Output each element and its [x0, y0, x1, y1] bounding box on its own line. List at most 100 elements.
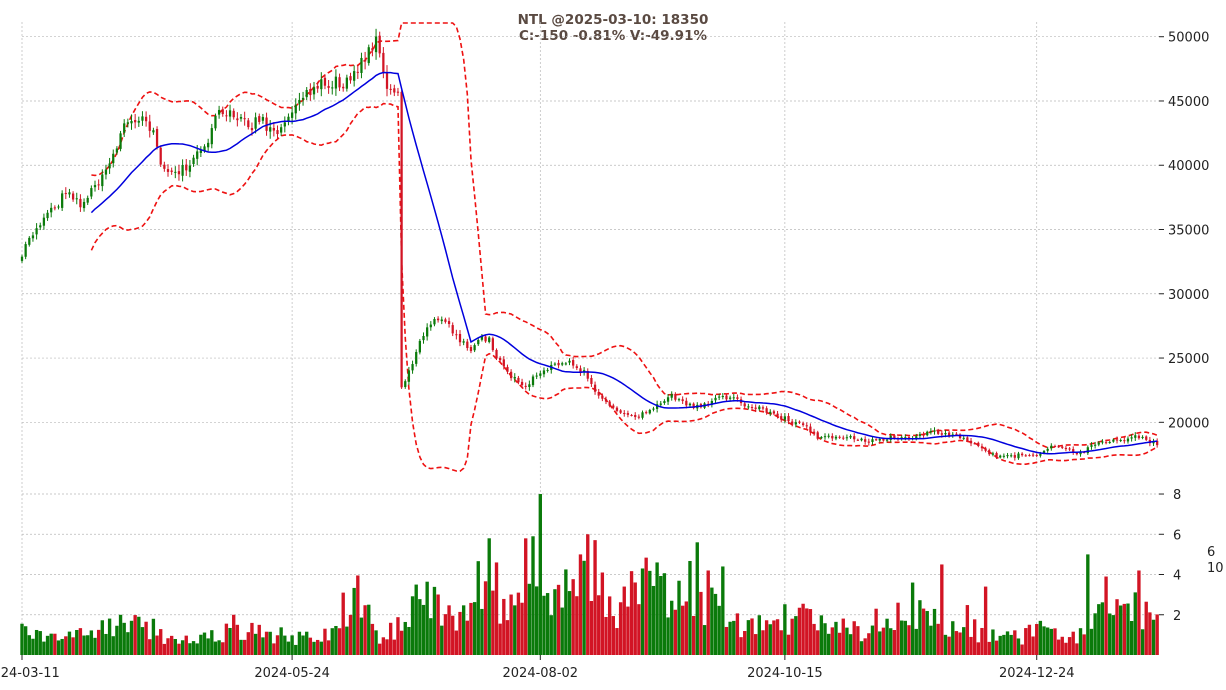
- candle-body: [440, 319, 443, 322]
- moving-average-line: [90, 71, 1158, 455]
- candle-body: [363, 59, 367, 62]
- volume-bar: [943, 634, 948, 655]
- candle-body: [776, 413, 779, 416]
- volume-bar: [564, 569, 568, 655]
- volume-bar: [1148, 612, 1152, 655]
- volume-bar: [980, 627, 984, 655]
- candle-body: [488, 337, 491, 342]
- axes: 20000 25000 30000 35000 40000 45000 50000 2 4 6 8 1…: [0, 31, 1224, 681]
- candle-body: [1079, 452, 1082, 455]
- volume-bar: [305, 631, 309, 655]
- volume-bar: [491, 590, 495, 655]
- volume-bar: [392, 639, 396, 655]
- candle-body: [710, 400, 713, 405]
- volume-bar: [688, 560, 692, 655]
- candle-body: [393, 88, 396, 93]
- candle-body: [612, 405, 615, 408]
- candle-body: [878, 439, 881, 441]
- candle-body: [371, 48, 374, 51]
- volume-bar: [221, 642, 225, 655]
- candle-body: [1039, 453, 1042, 456]
- volume-bar: [122, 622, 126, 655]
- candle-body: [915, 436, 918, 439]
- volume-bar: [250, 622, 254, 655]
- candle-body: [535, 375, 538, 377]
- candle-body: [743, 403, 746, 407]
- candle-body: [659, 403, 662, 405]
- candle-body: [809, 426, 812, 433]
- volume-bar: [896, 602, 900, 655]
- candle-body: [787, 416, 790, 422]
- volume-bar: [1060, 636, 1064, 655]
- price-tick-label: 25000: [1168, 352, 1209, 367]
- candle-body: [484, 336, 487, 342]
- candle-body: [53, 207, 56, 209]
- candle-body: [1035, 455, 1038, 457]
- candle-body: [531, 376, 535, 386]
- candle-body: [1104, 442, 1108, 444]
- volume-bar: [356, 575, 360, 655]
- candle-body: [860, 438, 863, 441]
- volume-bar: [436, 594, 440, 655]
- candle-body: [1145, 436, 1148, 440]
- volume-bar: [611, 616, 615, 655]
- volume-bar: [432, 586, 437, 655]
- volume-bar: [553, 589, 557, 655]
- volume-bar: [724, 626, 729, 655]
- volume-bar: [195, 643, 199, 655]
- candle-body: [1068, 448, 1071, 450]
- candle-body: [1020, 453, 1024, 456]
- volume-bar: [859, 641, 864, 655]
- volume-bar: [586, 534, 590, 655]
- candle-body: [1097, 442, 1100, 445]
- volume-unit-exponent: 6: [1207, 545, 1215, 560]
- volume-bar: [440, 625, 444, 655]
- candle-body: [988, 450, 991, 455]
- volume-bar: [713, 593, 718, 655]
- candle-body: [46, 212, 49, 219]
- volume-bar: [677, 580, 681, 655]
- candle-body: [356, 71, 359, 73]
- candle-body: [360, 57, 363, 73]
- candle-body: [718, 396, 721, 398]
- candle-body: [991, 453, 995, 455]
- candle-body: [1061, 446, 1064, 448]
- volume-bar: [940, 564, 944, 655]
- candle-body: [831, 435, 834, 439]
- volume-bar: [721, 566, 725, 655]
- volume-bar: [385, 639, 389, 655]
- volume-bar: [805, 608, 809, 655]
- volume-bar: [1056, 639, 1061, 655]
- volume-bar: [1035, 624, 1039, 655]
- volume-bar: [651, 585, 656, 655]
- volume-bar: [929, 625, 933, 655]
- candle-body: [1126, 438, 1130, 442]
- volume-bar: [648, 570, 652, 655]
- volume-bar: [1108, 613, 1112, 655]
- volume-bar: [1038, 620, 1043, 655]
- candle-body: [765, 408, 768, 413]
- volume-bar: [1031, 636, 1035, 655]
- volume-bar: [137, 616, 141, 655]
- candle-body: [331, 87, 334, 89]
- volume-bar: [378, 643, 382, 655]
- candle-body: [221, 109, 224, 115]
- bollinger-bands: [90, 22, 1158, 473]
- price-tick-label: 50000: [1168, 31, 1209, 46]
- volume-bar: [1086, 554, 1090, 655]
- volume-bar: [257, 624, 261, 655]
- volume-bar: [388, 622, 393, 655]
- candle-body: [575, 366, 578, 369]
- candle-body: [134, 120, 137, 123]
- volume-bar: [597, 595, 601, 655]
- candle-body: [305, 89, 308, 98]
- candle-body: [495, 349, 498, 359]
- volume-bar: [148, 639, 152, 655]
- candle-body: [546, 369, 549, 371]
- candle-body: [148, 121, 151, 131]
- candle-body: [338, 77, 341, 88]
- candle-body: [586, 371, 589, 379]
- volume-bar: [359, 617, 364, 655]
